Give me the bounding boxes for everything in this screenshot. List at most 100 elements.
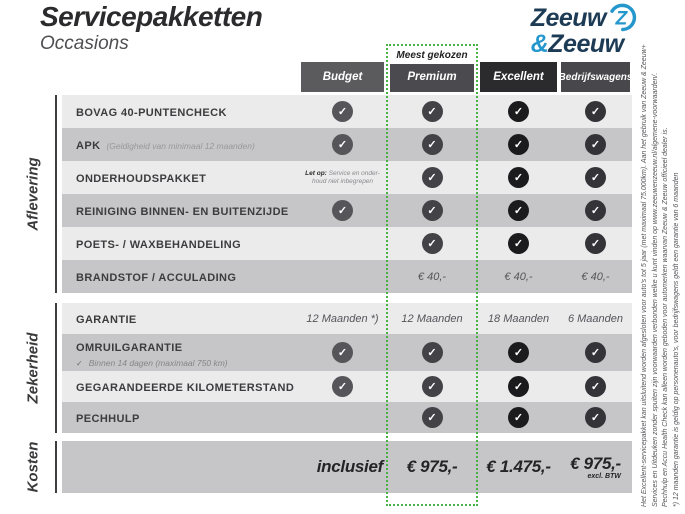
check-icon: ✓ (508, 167, 529, 188)
cell-value: € 40,- (581, 270, 610, 283)
row-label-cell: REINIGING BINNEN- EN BUITENZIJDE (62, 202, 299, 220)
cell-excellent: € 1.475,- (478, 457, 559, 477)
section-label-aflevering: Aflevering (24, 157, 42, 231)
svg-text:Z: Z (615, 9, 629, 30)
row-label: GEGARANDEERDE KILOMETERSTAND (76, 381, 295, 394)
cell-value: 6 Maanden (567, 312, 624, 325)
header-spacer (62, 62, 299, 92)
legal-disclaimer: Het Excellent-servicepakket kan uitsluit… (640, 7, 684, 507)
page-title: Servicepakketten (40, 1, 263, 32)
check-icon: ✓ (585, 167, 606, 188)
price-value: € 1.475,- (486, 457, 551, 476)
cell-excellent: ✓ (478, 101, 559, 122)
check-icon: ✓ (508, 200, 529, 221)
section-kosten: inclusief € 975,- € 1.475,- € 975,- excl. BT… (62, 441, 632, 493)
check-icon: ✓ (76, 358, 83, 368)
check-icon: ✓ (421, 167, 443, 188)
row-label: GARANTIE (76, 313, 137, 326)
cell-bedrijfswagens: ✓ (559, 200, 632, 221)
check-icon: ✓ (332, 200, 353, 221)
column-header-premium: Premium (390, 62, 474, 92)
section-rule-aflevering (55, 95, 57, 293)
table-row: GEGARANDEERDE KILOMETERSTAND ✓ ✓ ✓ ✓ (62, 371, 632, 402)
column-header-budget: Budget (301, 62, 384, 92)
row-label-cell: APK (Geldigheid van minimaal 12 maanden) (62, 136, 299, 154)
cell-excellent: ✓ (478, 407, 559, 428)
column-header-excellent: Excellent (480, 62, 557, 92)
row-label: REINIGING BINNEN- EN BUITENZIJDE (76, 205, 289, 218)
cell-budget: inclusief (299, 457, 386, 477)
row-label: POETS- / WAXBEHANDELING (76, 238, 242, 251)
row-label: OMRUILGARANTIE (76, 341, 183, 354)
zeeuw-z-swirl-icon: Z (610, 3, 637, 32)
cell-budget: 12 Maanden *) (299, 313, 386, 325)
check-icon: ✓ (508, 376, 529, 397)
cell-premium: ✓ (386, 233, 478, 254)
cell-budget: ✓ (299, 376, 386, 397)
check-icon: ✓ (332, 101, 353, 122)
cell-excellent: 18 Maanden (478, 313, 559, 325)
price-value: € 975,- (570, 454, 621, 473)
check-icon: ✓ (508, 101, 529, 122)
cell-bedrijfswagens: 6 Maanden (559, 313, 632, 325)
cell-premium: € 975,- (386, 457, 478, 477)
page-subtitle: Occasions (40, 33, 129, 54)
row-label: ONDERHOUDSPAKKET (76, 172, 207, 185)
cell-excellent: ✓ (478, 134, 559, 155)
check-icon: ✓ (508, 407, 529, 428)
cell-bedrijfswagens: ✓ (559, 134, 632, 155)
check-icon: ✓ (421, 376, 443, 397)
cell-bedrijfswagens: € 975,- excl. BTW (559, 454, 632, 480)
table-row: BRANDSTOF / ACCULADING € 40,- € 40,- € 40,- (62, 260, 632, 293)
cell-bedrijfswagens: ✓ (559, 233, 632, 254)
check-icon: ✓ (585, 101, 606, 122)
cell-budget: ✓ (299, 134, 386, 155)
table-row: APK (Geldigheid van minimaal 12 maanden) ✓… (62, 128, 632, 161)
cell-premium: ✓ (386, 342, 478, 363)
cell-premium: € 40,- (386, 271, 478, 283)
cell-premium: ✓ (386, 134, 478, 155)
check-icon: ✓ (508, 233, 529, 254)
cell-budget: ✓ (299, 342, 386, 363)
row-label-cell: BOVAG 40-PUNTENCHECK (62, 103, 299, 121)
check-icon: ✓ (421, 134, 443, 155)
row-label: APK (76, 139, 101, 152)
section-label-zekerheid: Zekerheid (24, 332, 42, 404)
check-icon: ✓ (421, 200, 443, 221)
cell-note-emphasis: Let op: (305, 170, 329, 177)
cell-value: € 40,- (504, 270, 533, 283)
check-icon: ✓ (585, 342, 606, 363)
section-rule-zekerheid (55, 303, 57, 433)
check-icon: ✓ (421, 407, 443, 428)
cell-value: 12 Maanden *) (306, 312, 379, 325)
comparison-table: Budget Premium Excellent Bedrijfswagens BOV… (62, 62, 632, 493)
cell-bedrijfswagens: ✓ (559, 407, 632, 428)
price-value: € 975,- (406, 457, 458, 476)
row-label-cell: OMRUILGARANTIE ✓ Binnen 14 dagen (maximaal… (62, 338, 299, 368)
cell-bedrijfswagens: ✓ (559, 342, 632, 363)
cell-bedrijfswagens: € 40,- (559, 271, 632, 283)
check-icon: ✓ (585, 376, 606, 397)
check-icon: ✓ (421, 233, 443, 254)
column-header-bedrijfswagens: Bedrijfswagens (559, 62, 632, 92)
price-with-sub: € 975,- excl. BTW (570, 454, 621, 480)
cell-budget: ✓ (299, 101, 386, 122)
cell-bedrijfswagens: ✓ (559, 167, 632, 188)
cell-excellent: ✓ (478, 376, 559, 397)
check-icon: ✓ (585, 233, 606, 254)
cell-budget: ✓ (299, 200, 386, 221)
row-label: BOVAG 40-PUNTENCHECK (76, 106, 227, 119)
cell-value: 12 Maanden (401, 312, 463, 325)
check-icon: ✓ (585, 200, 606, 221)
table-row: PECHHULP ✓ ✓ ✓ (62, 402, 632, 433)
check-icon: ✓ (332, 376, 353, 397)
section-rule-kosten (55, 441, 57, 493)
table-row: GARANTIE 12 Maanden *) 12 Maanden 18 Maande… (62, 303, 632, 334)
row-label-cell: POETS- / WAXBEHANDELING (62, 235, 299, 253)
check-icon: ✓ (508, 134, 529, 155)
cell-excellent: ✓ (478, 233, 559, 254)
disclaimer-line: Pechhulp en Accu Health Check kan alleen… (662, 127, 669, 507)
cell-premium: 12 Maanden (386, 313, 478, 325)
check-icon: ✓ (332, 134, 353, 155)
section-label-kosten: Kosten (24, 441, 42, 493)
